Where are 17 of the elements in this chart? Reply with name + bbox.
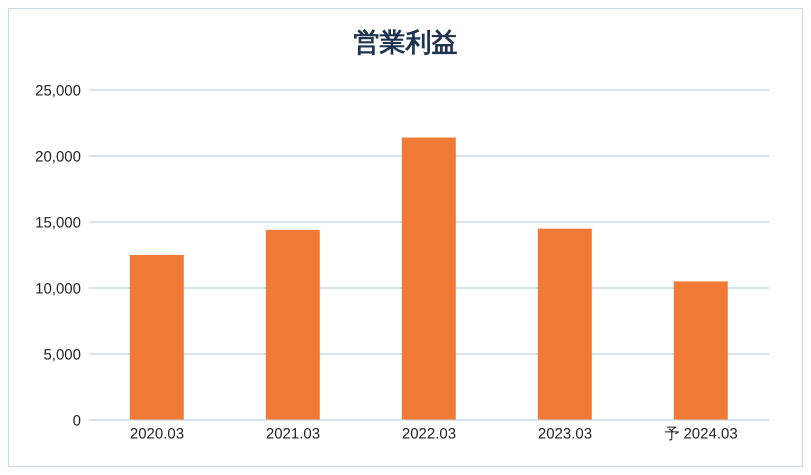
- x-tick-label: 2021.03: [266, 426, 320, 443]
- y-tick-label: 20,000: [35, 148, 81, 166]
- bar: [402, 138, 456, 420]
- bar: [538, 228, 592, 420]
- bar: [266, 230, 320, 420]
- bar: [130, 255, 184, 420]
- x-tick-label: 2023.03: [538, 426, 592, 443]
- x-tick-label: 予 2024.03: [664, 426, 738, 443]
- x-tick-label: 2020.03: [130, 426, 184, 443]
- y-tick-label: 25,000: [35, 82, 81, 100]
- y-tick-label: 0: [72, 412, 81, 430]
- y-tick-label: 5,000: [43, 346, 81, 364]
- bar: [674, 281, 728, 420]
- x-tick-label: 2022.03: [402, 426, 456, 443]
- y-tick-label: 15,000: [35, 214, 81, 232]
- y-tick-label: 10,000: [35, 280, 81, 298]
- chart-title: 営業利益: [352, 27, 458, 60]
